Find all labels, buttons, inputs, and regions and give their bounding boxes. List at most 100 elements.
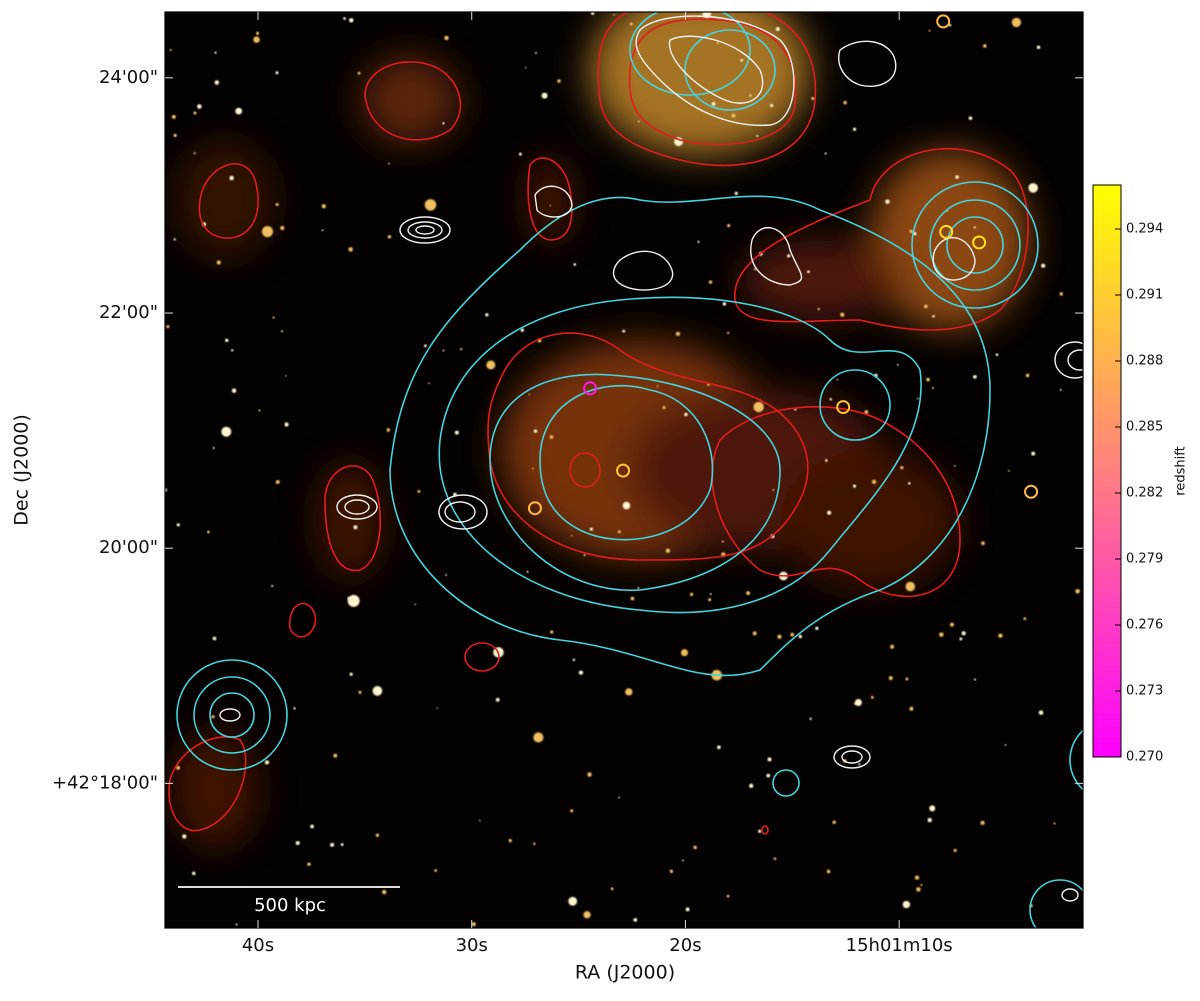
star (832, 820, 836, 824)
y-axis-label: Dec (J2000) (11, 414, 33, 526)
star (753, 267, 757, 271)
star (685, 907, 690, 912)
star (557, 79, 561, 83)
star (726, 894, 730, 898)
star (358, 690, 362, 694)
star (1036, 45, 1041, 50)
star (173, 238, 176, 241)
star (909, 229, 913, 234)
star (275, 479, 280, 484)
redshift-marker (527, 501, 542, 516)
y-tick-label: +42°18'00" (52, 772, 158, 793)
colorbar-tick-label: 0.282 (1126, 486, 1163, 501)
star (333, 753, 338, 758)
star (629, 22, 633, 26)
star (858, 763, 861, 766)
star (798, 634, 803, 639)
red-contours (168, 12, 1029, 835)
star (423, 344, 427, 348)
star (1041, 263, 1046, 268)
star (583, 911, 591, 919)
redshift-marker (1024, 484, 1039, 499)
star (973, 226, 976, 229)
star (197, 104, 202, 109)
star (310, 824, 314, 829)
star (485, 313, 489, 317)
star (711, 101, 716, 106)
star (630, 596, 635, 601)
star (1028, 183, 1039, 193)
star (1025, 373, 1030, 378)
star (434, 869, 438, 872)
star (708, 280, 713, 284)
star (1031, 451, 1036, 456)
star (284, 422, 289, 427)
star (424, 199, 437, 211)
star (193, 152, 196, 155)
star (1004, 744, 1007, 746)
star (864, 410, 869, 415)
star (829, 397, 833, 401)
star (680, 649, 689, 657)
star (931, 808, 933, 811)
star (272, 316, 275, 319)
star (375, 833, 380, 838)
star (541, 92, 548, 99)
star (348, 17, 354, 23)
star (387, 235, 392, 239)
star (662, 406, 666, 410)
star (981, 541, 985, 546)
colorbar-tick-label: 0.291 (1126, 288, 1163, 303)
star (221, 426, 232, 437)
star (824, 152, 827, 155)
star (495, 697, 500, 702)
star (656, 385, 659, 388)
star (637, 587, 640, 590)
star (913, 231, 917, 236)
star (790, 632, 795, 637)
star (357, 71, 361, 75)
star (772, 488, 775, 491)
star (939, 632, 944, 637)
star (1008, 469, 1011, 472)
colorbar-tick-label: 0.276 (1126, 618, 1163, 633)
star (794, 408, 797, 411)
star (745, 590, 751, 596)
star (340, 843, 344, 847)
star (533, 732, 544, 743)
colorbar-tick-label: 0.270 (1126, 750, 1163, 765)
star (665, 548, 671, 554)
star (689, 592, 694, 597)
star (414, 603, 417, 606)
star (271, 584, 274, 588)
star (982, 44, 987, 48)
star (372, 686, 383, 696)
star (955, 175, 959, 179)
star (587, 772, 592, 777)
star (280, 330, 284, 333)
star (753, 401, 764, 413)
star (524, 66, 527, 69)
star (909, 706, 914, 711)
star (929, 805, 936, 812)
scale-bar-label: 500 kpc (254, 895, 326, 916)
star (721, 540, 724, 543)
star (436, 707, 439, 709)
star (932, 315, 935, 318)
star (637, 120, 640, 123)
star (230, 349, 234, 352)
redshift-marker (836, 400, 851, 415)
star (255, 31, 260, 36)
x-tick-label: 30s (456, 935, 488, 956)
star (961, 631, 966, 636)
x-axis-label: RA (J2000) (575, 962, 675, 984)
star (734, 191, 738, 196)
star (526, 570, 529, 573)
star (264, 760, 270, 765)
star (528, 393, 531, 396)
star (193, 111, 197, 115)
star (923, 304, 928, 309)
star (625, 688, 633, 696)
star (836, 378, 839, 381)
star (708, 598, 712, 602)
